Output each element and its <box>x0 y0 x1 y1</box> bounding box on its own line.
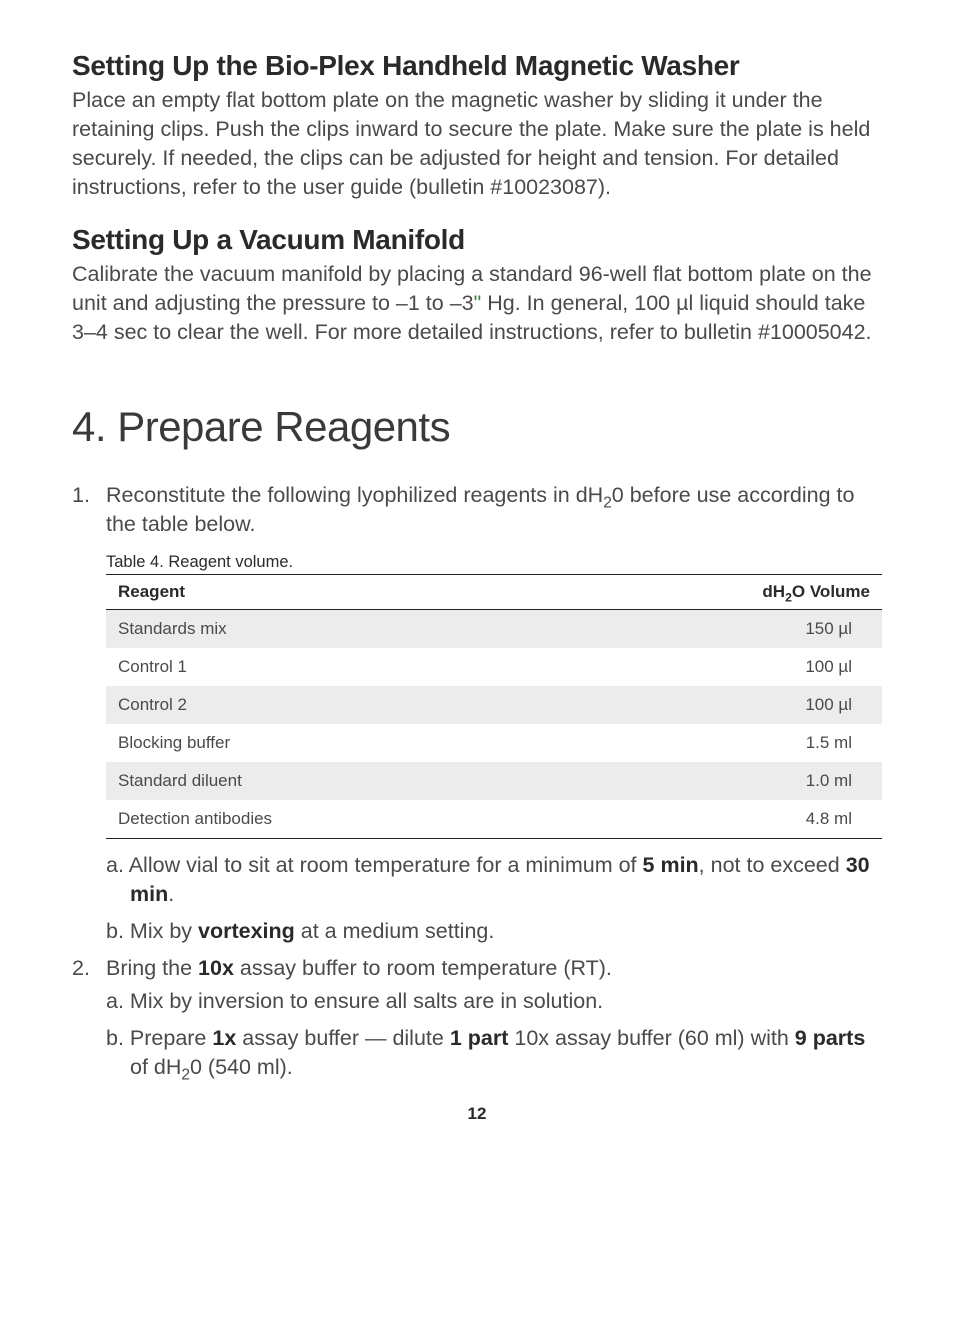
cell-reagent: Control 1 <box>106 648 552 686</box>
bold-1x: 1x <box>212 1026 236 1050</box>
section2-body: Calibrate the vacuum manifold by placing… <box>72 260 882 347</box>
steps-list-2: 2. Bring the 10x assay buffer to room te… <box>72 954 882 1082</box>
step2-sub-a: a. Mix by inversion to ensure all salts … <box>106 987 882 1016</box>
cell-reagent: Standard diluent <box>106 762 552 800</box>
table-row: Standards mix 150 µl <box>106 610 882 649</box>
cell-volume: 1.5 ml <box>552 724 882 762</box>
th-vol-sub: 2 <box>785 591 792 605</box>
section1-title: Setting Up the Bio-Plex Handheld Magneti… <box>72 50 882 82</box>
t: b. Prepare <box>106 1026 212 1050</box>
cell-volume: 100 µl <box>552 648 882 686</box>
step1-sub-b: b. Mix by vortexing at a medium setting. <box>106 917 882 946</box>
bold-5min: 5 min <box>643 853 699 877</box>
th-vol-a: dH <box>762 582 785 601</box>
cell-reagent: Blocking buffer <box>106 724 552 762</box>
bold-1part: 1 part <box>450 1026 509 1050</box>
cell-volume: 4.8 ml <box>552 800 882 839</box>
t: 10x assay buffer (60 ml) with <box>508 1026 794 1050</box>
table-row: Standard diluent 1.0 ml <box>106 762 882 800</box>
table-header-row: Reagent dH2O Volume <box>106 575 882 610</box>
steps-list: 1. Reconstitute the following lyophilize… <box>72 481 882 539</box>
t: Bring the <box>106 956 198 980</box>
t: at a medium setting. <box>295 919 495 943</box>
t: , not to exceed <box>699 853 846 877</box>
step1-sublist: a. Allow vial to sit at room temperature… <box>106 851 882 946</box>
step-2-number: 2. <box>72 954 90 983</box>
t: b. Mix by <box>106 919 198 943</box>
step-1-text-a: Reconstitute the following lyophilized r… <box>106 483 603 507</box>
bold-9parts: 9 parts <box>795 1026 866 1050</box>
table-row: Blocking buffer 1.5 ml <box>106 724 882 762</box>
section2-title: Setting Up a Vacuum Manifold <box>72 224 882 256</box>
section1-body: Place an empty flat bottom plate on the … <box>72 86 882 202</box>
table-caption: Table 4. Reagent volume. <box>106 553 882 572</box>
t: assay buffer — dilute <box>236 1026 450 1050</box>
cell-reagent: Detection antibodies <box>106 800 552 839</box>
cell-volume: 1.0 ml <box>552 762 882 800</box>
table-row: Control 1 100 µl <box>106 648 882 686</box>
t: assay buffer to room temperature (RT). <box>234 956 612 980</box>
cell-reagent: Standards mix <box>106 610 552 649</box>
reagent-table: Reagent dH2O Volume Standards mix 150 µl… <box>106 574 882 839</box>
main-heading: 4. Prepare Reagents <box>72 403 882 451</box>
step-1-sub: 2 <box>603 494 612 511</box>
th-volume: dH2O Volume <box>552 575 882 610</box>
th-vol-b: O Volume <box>792 582 870 601</box>
step1-sub-a: a. Allow vial to sit at room temperature… <box>106 851 882 909</box>
t: of dH <box>130 1055 181 1079</box>
cell-volume: 150 µl <box>552 610 882 649</box>
cell-reagent: Control 2 <box>106 686 552 724</box>
t: . <box>168 882 174 906</box>
page-number: 12 <box>72 1104 882 1124</box>
step-1: 1. Reconstitute the following lyophilize… <box>72 481 882 539</box>
bold-vortexing: vortexing <box>198 919 295 943</box>
t: a. Allow vial to sit at room temperature… <box>106 853 643 877</box>
t: 0 (540 ml). <box>190 1055 293 1079</box>
th-reagent: Reagent <box>106 575 552 610</box>
sub2: 2 <box>181 1067 190 1084</box>
table-row: Detection antibodies 4.8 ml <box>106 800 882 839</box>
bold-10x: 10x <box>198 956 234 980</box>
table-row: Control 2 100 µl <box>106 686 882 724</box>
step-2: 2. Bring the 10x assay buffer to room te… <box>72 954 882 1082</box>
step2-sub-b: b. Prepare 1x assay buffer — dilute 1 pa… <box>106 1024 882 1082</box>
step2-sublist: a. Mix by inversion to ensure all salts … <box>106 987 882 1082</box>
cell-volume: 100 µl <box>552 686 882 724</box>
step-1-number: 1. <box>72 481 90 510</box>
